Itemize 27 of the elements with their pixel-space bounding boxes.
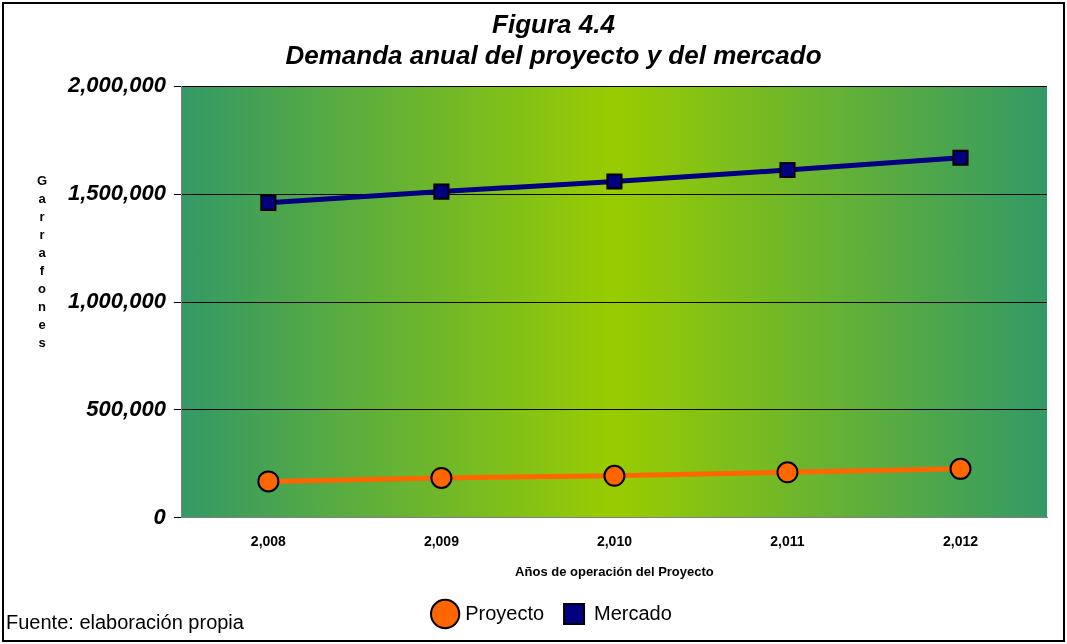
y-tick-label: 2,000,000 [67,72,167,98]
point [603,464,626,487]
point [606,173,623,190]
point [949,457,972,480]
legend-label: Mercado [594,601,672,624]
x-tick-label: 2,009 [423,532,460,549]
y-tick-label: 1,000,000 [68,288,167,314]
point [260,194,277,211]
legend-label: Proyecto [465,601,545,624]
y-tick-label: 500,000 [86,395,167,421]
point [257,470,280,493]
x-tick-label: 2,008 [250,532,287,549]
point [952,149,969,166]
chart-title: Figura 4.4 [492,8,616,39]
point [776,461,799,484]
y-tick-label: 0 [153,503,167,529]
text: Garrafones [36,172,48,350]
point [779,161,796,179]
x-axis-title: Años de operación del Proyecto [515,563,714,579]
point [430,466,453,489]
source-note: Fuente: elaboración propia [6,611,244,634]
x-tick-label: 2,012 [942,532,979,549]
x-tick-label: 2,011 [770,532,805,549]
y-tick-label: 1,500,000 [68,180,167,206]
x-tick-label: 2,010 [596,532,633,549]
chart-subtitle: Demanda anual del proyecto y del mercado [285,39,822,70]
point [433,183,450,200]
